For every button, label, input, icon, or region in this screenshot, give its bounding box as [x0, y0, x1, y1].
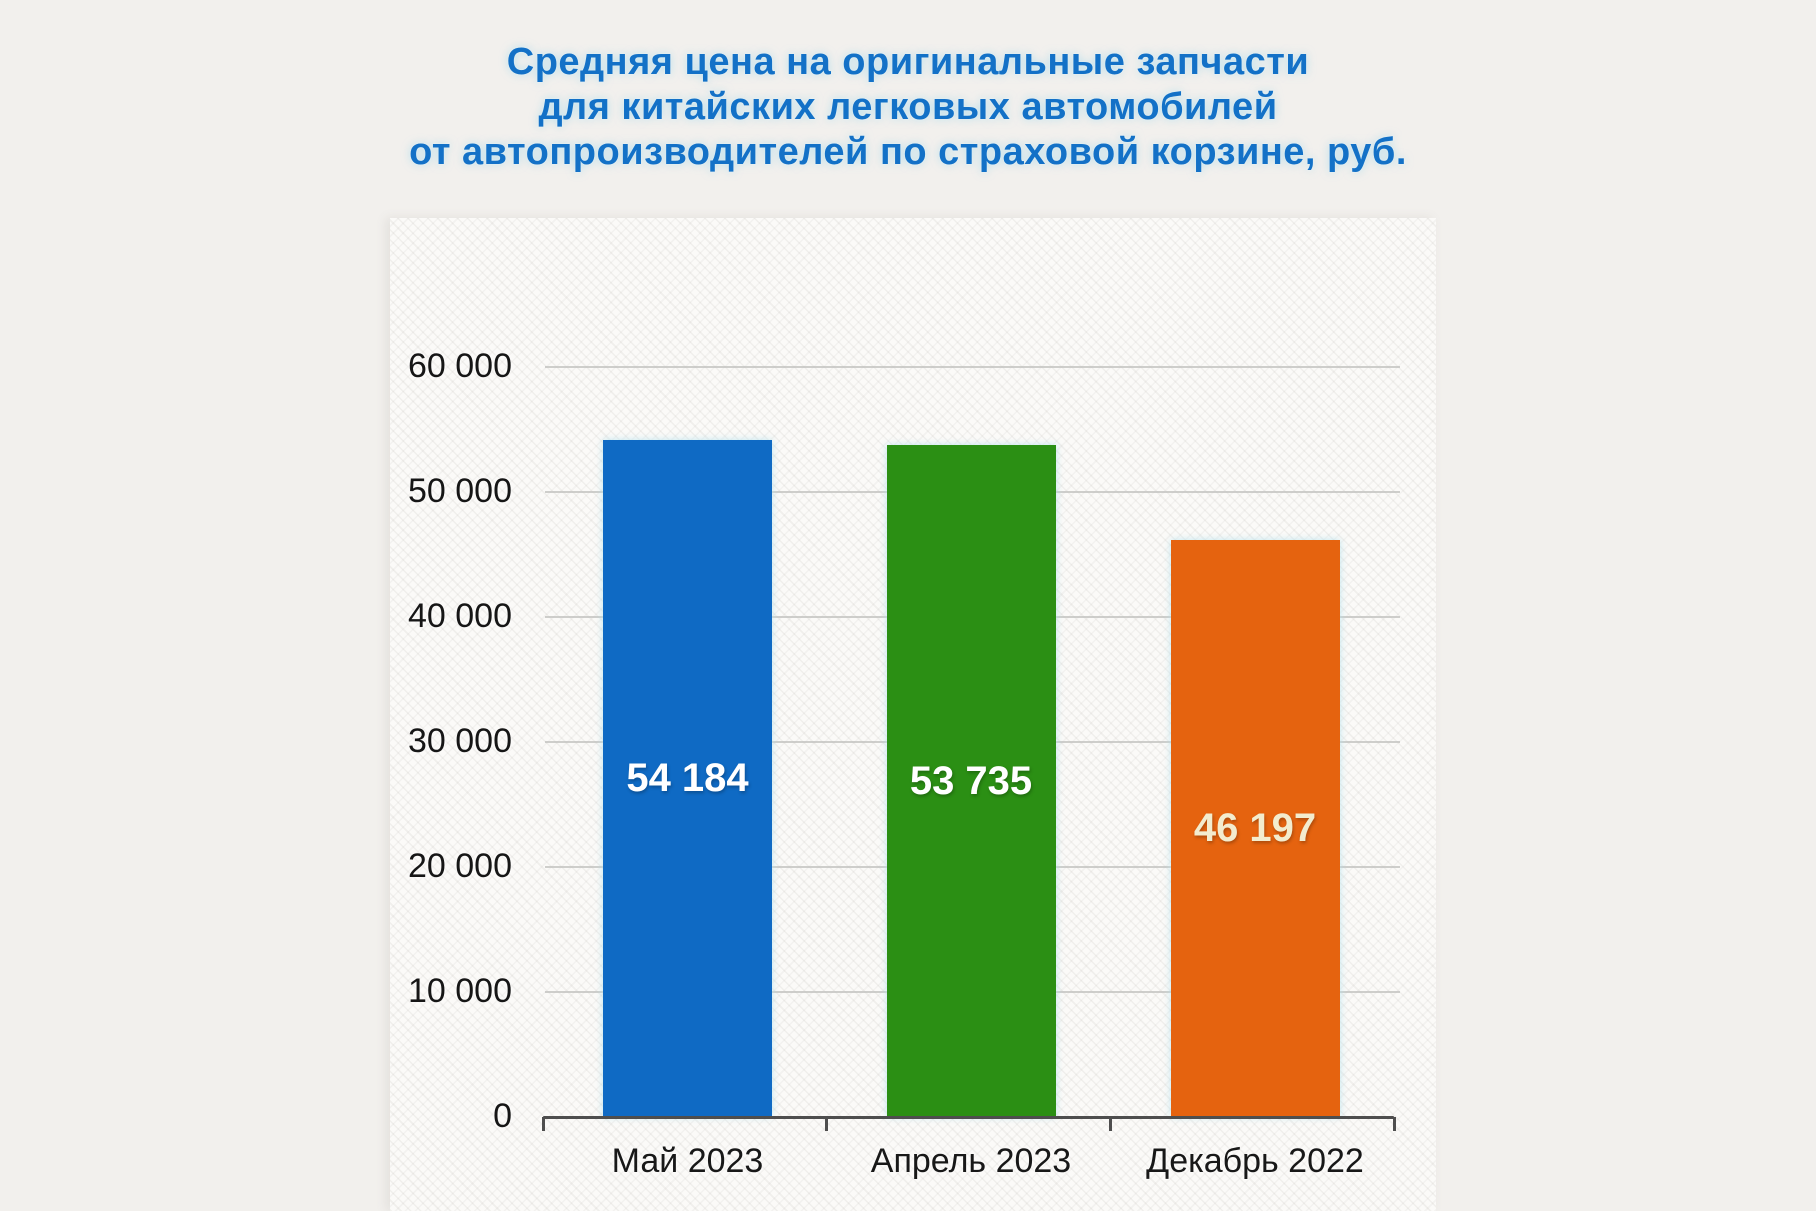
- x-axis-tick-mark: [1108, 1117, 1112, 1131]
- y-axis-tick-label: 0: [493, 1097, 512, 1135]
- bar-декабрь-2022: [1170, 539, 1340, 1117]
- y-axis-tick-label: 30 000: [408, 722, 512, 760]
- bar-апрель-2023: [886, 445, 1056, 1117]
- x-axis-category-label: Май 2023: [611, 1142, 764, 1180]
- x-axis-category-label: Декабрь 2022: [1146, 1142, 1364, 1180]
- y-axis-tick-label: 40 000: [408, 597, 512, 635]
- x-axis-tick-mark: [825, 1117, 829, 1131]
- x-axis-tick-mark: [1392, 1117, 1396, 1131]
- y-axis-tick-label: 50 000: [408, 472, 512, 510]
- x-axis-line: [543, 1116, 1394, 1119]
- y-axis-tick-label: 20 000: [408, 847, 512, 885]
- chart-title-line-2: для китайских легковых автомобилей: [538, 86, 1278, 128]
- chart-title: Средняя цена на оригинальные запчасти дл…: [0, 40, 1816, 175]
- bar-value-label: 54 184: [626, 755, 749, 800]
- gridline-60000: [545, 366, 1400, 368]
- y-axis-tick-label: 60 000: [408, 347, 512, 385]
- bar-value-label: 53 735: [909, 758, 1033, 803]
- x-axis-tick-mark: [541, 1117, 545, 1131]
- y-axis-tick-label: 10 000: [408, 972, 512, 1010]
- bar-май-2023: [603, 439, 772, 1117]
- chart-title-line-3: от автопроизводителей по страховой корзи…: [409, 131, 1407, 173]
- bar-value-label: 46 197: [1193, 805, 1317, 850]
- chart-title-line-1: Средняя цена на оригинальные запчасти: [506, 41, 1310, 83]
- x-axis-category-label: Апрель 2023: [870, 1142, 1072, 1180]
